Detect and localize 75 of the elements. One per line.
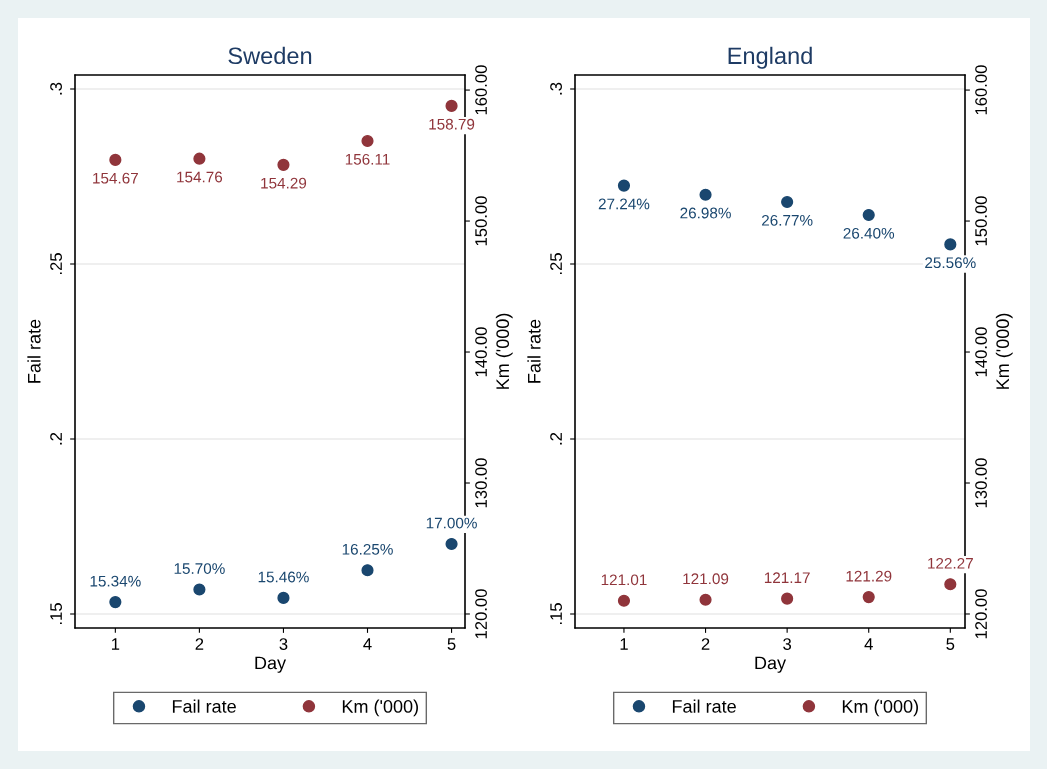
y2-tick-label: 140.00 (975, 327, 987, 377)
data-label: 121.17 (764, 572, 810, 583)
data-label: 121.09 (683, 573, 729, 585)
data-label: 26.40% (843, 227, 895, 239)
y2-tick-label: 150.00 (475, 196, 487, 246)
legend-label: Km ('000) (342, 699, 418, 717)
data-label: 158.79 (429, 118, 475, 130)
point (193, 583, 206, 596)
point (862, 208, 875, 222)
y2-tick-label: 130.00 (975, 458, 987, 508)
x-tick-label: 2 (195, 638, 204, 650)
data-label: 121.01 (601, 574, 647, 586)
data-label: 27.24% (598, 198, 650, 210)
chart-title: England (728, 46, 812, 69)
point (361, 564, 374, 577)
point (193, 152, 206, 165)
data-label: 122.27 (928, 557, 973, 569)
data-label: 16.25% (342, 543, 393, 555)
point (699, 188, 712, 201)
y-tick-label: .3 (50, 82, 62, 95)
y2-tick-label: 150.00 (975, 196, 987, 246)
y2-tick-label: 160.00 (475, 65, 487, 115)
y-tick-label: .15 (550, 603, 562, 625)
x-tick-label: 1 (111, 638, 120, 650)
point (944, 238, 957, 251)
y-tick-label: .2 (50, 432, 62, 445)
y-tick-label: .15 (50, 603, 62, 625)
x-tick-label: 3 (783, 638, 792, 650)
point (277, 158, 290, 171)
y2-tick-label: 120.00 (475, 589, 487, 639)
x-tick-label: 3 (279, 638, 288, 650)
data-label: 154.29 (261, 177, 307, 189)
y-tick-label: .25 (550, 253, 562, 275)
y-tick-label: .3 (550, 82, 562, 95)
legend-label: Fail rate (672, 699, 736, 713)
point (445, 99, 458, 112)
y2-axis-title: Km ('000) (995, 313, 1013, 389)
y2-tick-label: 120.00 (975, 589, 987, 639)
data-label: 154.67 (93, 172, 138, 184)
chart-title: Sweden (228, 46, 312, 65)
x-tick-label: 4 (864, 638, 873, 650)
data-label: 17.00% (426, 517, 477, 529)
y-axis-title: Fail rate (527, 319, 541, 383)
data-label: 26.98% (680, 207, 731, 219)
y-tick-label: .2 (550, 432, 562, 445)
x-axis-title: Day (255, 656, 287, 673)
point (109, 596, 122, 609)
x-tick-label: 2 (701, 638, 710, 650)
y-axis-title: Fail rate (27, 319, 41, 383)
point (781, 195, 794, 209)
point (361, 134, 374, 148)
y-tick-label: .25 (50, 253, 62, 275)
data-label: 156.11 (345, 153, 390, 165)
point (445, 537, 458, 551)
y2-axis-title: Km ('000) (495, 313, 513, 389)
data-label: 25.56% (925, 257, 976, 269)
y2-tick-label: 140.00 (475, 327, 487, 377)
y2-tick-label: 160.00 (975, 65, 987, 115)
data-label: 26.77% (762, 214, 813, 226)
legend-label: Km ('000) (842, 699, 918, 717)
x-tick-label: 1 (620, 638, 628, 650)
data-label: 15.34% (90, 575, 141, 587)
data-label: 154.76 (177, 171, 223, 183)
data-label: 15.46% (258, 571, 309, 583)
x-axis-title: Day (755, 656, 787, 673)
x-tick-label: 4 (363, 638, 372, 650)
point (617, 179, 631, 192)
x-tick-label: 5 (946, 638, 955, 650)
point (277, 591, 290, 604)
point (109, 153, 122, 166)
legend-label: Fail rate (172, 699, 236, 713)
x-tick-label: 5 (447, 638, 456, 650)
y2-tick-label: 130.00 (475, 458, 487, 508)
data-label: 15.70% (174, 563, 225, 574)
data-label: 121.29 (846, 570, 892, 582)
